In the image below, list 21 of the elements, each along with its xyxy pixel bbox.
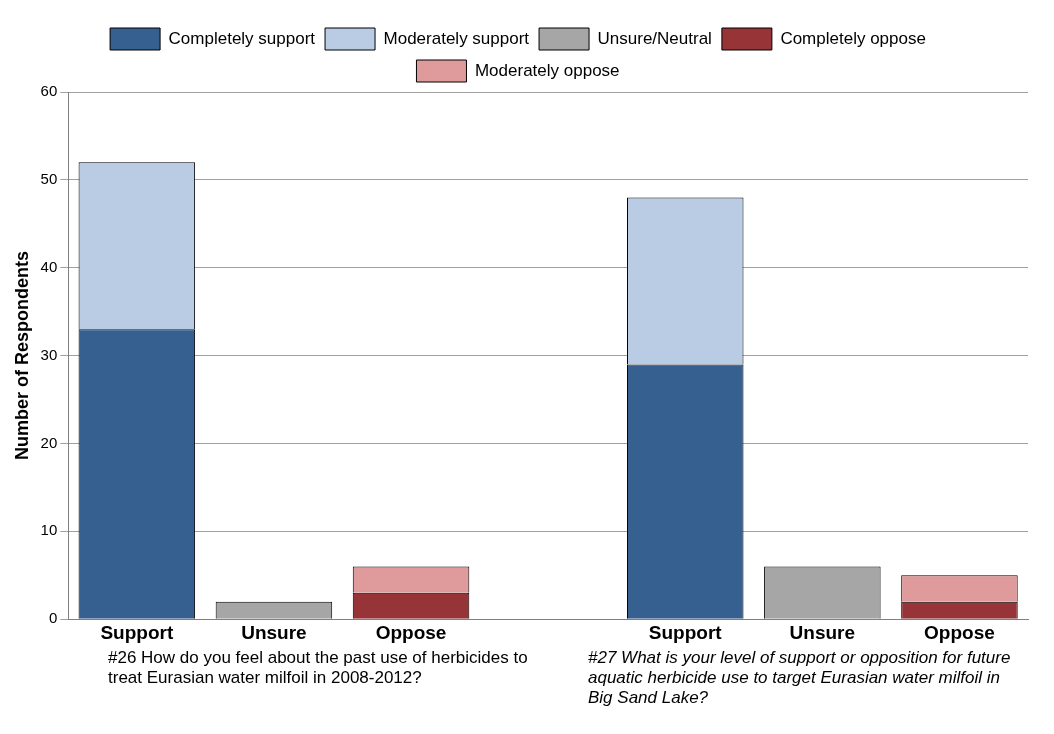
legend-label: Completely support: [168, 28, 316, 48]
y-tick-label: 20: [40, 433, 58, 451]
y-tick-label: 10: [40, 521, 58, 539]
y-tick-label: 30: [40, 345, 58, 363]
x-tick-label: Unsure: [789, 621, 856, 643]
legend-label: Completely oppose: [780, 28, 926, 48]
x-tick-label: Oppose: [924, 621, 995, 643]
y-tick-label: 0: [48, 609, 58, 627]
legend-label: Unsure/Neutral: [597, 28, 712, 48]
x-tick-label: Oppose: [375, 621, 447, 643]
y-tick-label: 60: [40, 82, 58, 100]
text: #27 What is your level of support or opposition for future aquatic herbicide use to target Eurasian water milfoil in Big Sand Lake?: [587, 648, 1012, 708]
legend-label: Moderately oppose: [474, 60, 620, 80]
y-tick-label: 40: [40, 257, 58, 275]
y-tick-label: 50: [40, 170, 58, 188]
x-tick-label: Unsure: [241, 621, 307, 643]
x-tick-label: Support: [100, 621, 174, 643]
y-axis-title: Number of Respondents: [11, 251, 32, 461]
x-tick-label: Support: [648, 621, 723, 643]
legend-label: Moderately support: [383, 28, 530, 48]
text: #26 How do you feel about the past use of herbicides to treat Eurasian water milfoil in 2008-2012?: [107, 648, 529, 689]
